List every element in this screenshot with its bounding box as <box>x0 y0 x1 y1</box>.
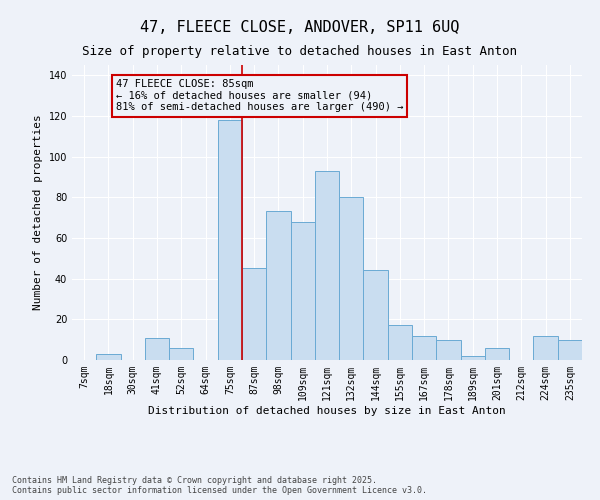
Bar <box>169 348 193 360</box>
Text: Size of property relative to detached houses in East Anton: Size of property relative to detached ho… <box>83 45 517 58</box>
X-axis label: Distribution of detached houses by size in East Anton: Distribution of detached houses by size … <box>148 406 506 415</box>
Bar <box>436 340 461 360</box>
Bar <box>388 326 412 360</box>
Bar <box>558 340 582 360</box>
Bar <box>533 336 558 360</box>
Text: Contains HM Land Registry data © Crown copyright and database right 2025.
Contai: Contains HM Land Registry data © Crown c… <box>12 476 427 495</box>
Bar <box>145 338 169 360</box>
Bar <box>242 268 266 360</box>
Bar <box>315 171 339 360</box>
Bar <box>218 120 242 360</box>
Text: 47, FLEECE CLOSE, ANDOVER, SP11 6UQ: 47, FLEECE CLOSE, ANDOVER, SP11 6UQ <box>140 20 460 35</box>
Y-axis label: Number of detached properties: Number of detached properties <box>33 114 43 310</box>
Bar <box>412 336 436 360</box>
Bar <box>485 348 509 360</box>
Bar <box>266 212 290 360</box>
Bar <box>96 354 121 360</box>
Bar <box>461 356 485 360</box>
Bar <box>290 222 315 360</box>
Bar <box>364 270 388 360</box>
Text: 47 FLEECE CLOSE: 85sqm
← 16% of detached houses are smaller (94)
81% of semi-det: 47 FLEECE CLOSE: 85sqm ← 16% of detached… <box>116 79 403 112</box>
Bar <box>339 197 364 360</box>
